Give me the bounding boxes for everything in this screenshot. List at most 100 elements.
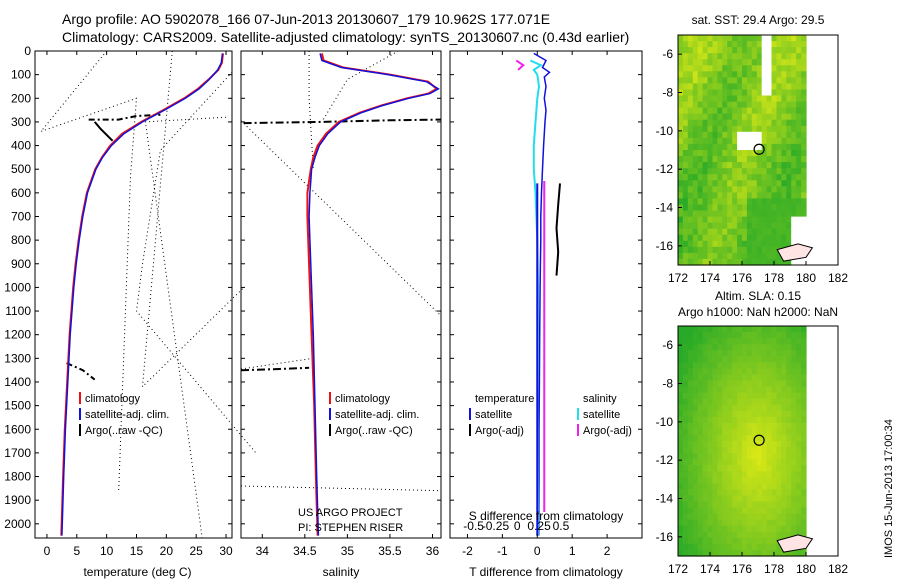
sst-map-cell: [732, 174, 738, 181]
sla-map-cell: [678, 447, 684, 454]
sla-map-cell: [702, 453, 709, 460]
sla-map-cell: [786, 422, 792, 430]
sst-map-cell: [712, 192, 718, 200]
sla-map-cell: [697, 543, 704, 551]
sla-map-cell: [786, 489, 792, 497]
sst-map-cell: [796, 59, 802, 66]
sst-map-cell: [678, 222, 684, 230]
sla-map-cell: [766, 519, 773, 527]
sla-map-cell: [737, 404, 743, 412]
sst-map-cell: [766, 125, 773, 133]
sla-map-cell: [791, 447, 797, 454]
sst-map-cell: [727, 174, 733, 181]
sst-map-cell: [776, 234, 782, 242]
sla-map-cell: [746, 489, 753, 497]
sst-map-cell: [746, 174, 753, 181]
sla-map-cell: [707, 465, 713, 472]
sst-map-cell: [791, 101, 797, 109]
sla-map-cell: [692, 531, 699, 539]
sst-map-cell: [732, 228, 738, 236]
sst-map-cell: [732, 216, 738, 224]
sla-map-cell: [722, 471, 728, 478]
sst-map-cell: [742, 216, 748, 224]
sla-map-cell: [732, 368, 738, 376]
sla-map-cell: [801, 477, 807, 484]
sst-map-cell: [717, 162, 723, 169]
sla-map-cell: [727, 428, 733, 436]
sla-map-cell: [697, 513, 704, 521]
sla-map-cell: [717, 459, 723, 466]
sst-map-cell: [761, 143, 768, 151]
sla-map-cell: [786, 531, 792, 539]
sst-map-cell: [766, 252, 773, 260]
sla-map-cell: [751, 453, 758, 460]
sst-map-cell: [712, 77, 718, 85]
sst-map-cell: [702, 137, 709, 145]
sst-map-cell: [761, 246, 768, 254]
sla-map-cell: [717, 344, 723, 351]
depth-tick-label: 900: [11, 257, 31, 271]
sst-map-cell: [692, 131, 699, 139]
sst-map-cell: [761, 107, 768, 115]
sst-map-cell: [717, 107, 723, 115]
sst-map-cell: [717, 137, 723, 145]
sst-map-cell: [707, 174, 713, 181]
sla-map-cell: [678, 422, 684, 430]
sst-map-cell: [776, 162, 782, 169]
sla-map-cell: [781, 513, 787, 521]
difference-panel: [449, 50, 643, 539]
sst-map-xtick-label: 176: [732, 271, 752, 285]
sst-map-cell: [776, 59, 782, 66]
sst-map-cell: [707, 240, 713, 248]
sla-map-cell: [776, 332, 782, 339]
sst-map-cell: [766, 228, 773, 236]
sst-map-cell: [712, 113, 718, 121]
sla-map-cell: [746, 501, 753, 509]
sst-map-cell: [776, 101, 782, 109]
salinity-dotted-envelope: [308, 51, 314, 170]
sst-map-cell: [692, 35, 699, 42]
sst-map-cell: [766, 89, 773, 97]
sla-map-cell: [766, 368, 773, 376]
sst-map-cell: [746, 180, 753, 187]
sst-map-cell: [692, 137, 699, 145]
sst-map-cell: [771, 156, 777, 163]
sla-map-cell: [776, 362, 782, 369]
sst-map-cell: [776, 252, 782, 260]
sla-map-cell: [776, 543, 782, 551]
sst-map-cell: [702, 246, 709, 254]
sst-map-cell: [678, 125, 684, 133]
sla-map-cell: [801, 489, 807, 497]
sst-map-cell: [761, 228, 768, 236]
sla-map-cell: [697, 380, 704, 388]
sst-map-cell: [722, 246, 728, 254]
sla-map-cell: [796, 344, 802, 351]
sla-map-cell: [776, 428, 782, 436]
sst-map-cell: [786, 258, 792, 266]
sst-map-cell: [707, 119, 713, 127]
sst-map-cell: [781, 107, 787, 115]
sla-map-cell: [742, 525, 748, 533]
sst-map-cell: [756, 35, 763, 42]
sla-map-cell: [771, 537, 777, 545]
sst-map-cell: [732, 204, 738, 212]
sst-map-cell: [682, 47, 689, 54]
sla-map-cell: [692, 447, 699, 454]
sla-map-cell: [801, 471, 807, 478]
sla-map-cell: [717, 416, 723, 424]
sst-map-cell: [776, 222, 782, 230]
sla-map-cell: [791, 471, 797, 478]
sst-map-cell: [707, 113, 713, 121]
sla-map-cell: [707, 380, 713, 388]
sst-map-cell: [761, 150, 768, 157]
sla-map-cell: [707, 362, 713, 369]
sla-map-cell: [702, 519, 709, 527]
sst-map-cell: [707, 83, 713, 91]
sla-map-cell: [707, 519, 713, 527]
sst-map-cell: [786, 89, 792, 97]
sst-map-cell: [692, 240, 699, 248]
sla-map-cell: [796, 428, 802, 436]
sla-map-cell: [796, 513, 802, 521]
sla-map-cell: [791, 531, 797, 539]
sla-map-cell: [687, 513, 694, 521]
